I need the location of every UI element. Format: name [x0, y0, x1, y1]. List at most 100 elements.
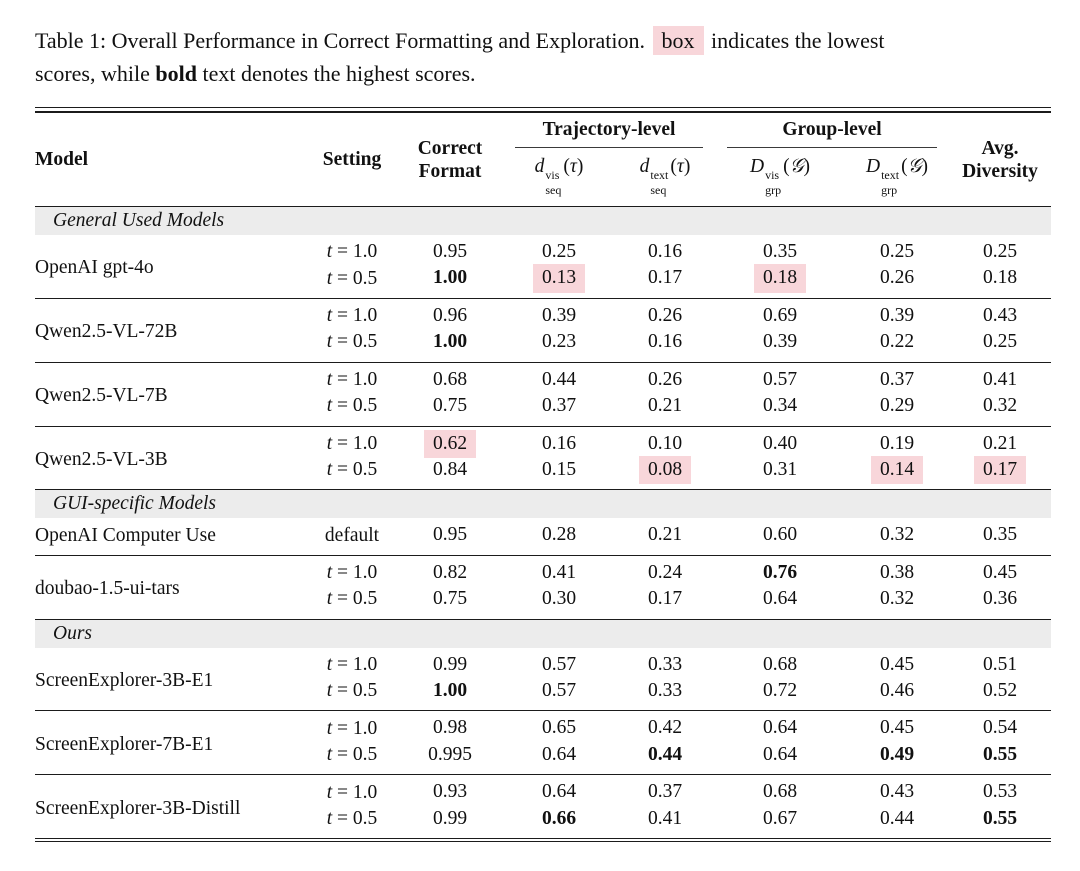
metric-value: 0.54: [982, 717, 1018, 739]
metric-value-cell: 0.25: [503, 235, 615, 265]
metric-value: 0.75: [432, 395, 468, 417]
metric-value: 0.17: [647, 267, 683, 289]
metric-value-cell: 0.68: [715, 648, 845, 678]
table-row: t = 0.5 0.75 0.30 0.17 0.64 0.32 0.36: [35, 586, 1051, 619]
table-row: t = 0.5 1.00 0.13 0.17 0.18 0.26 0.18: [35, 264, 1051, 298]
metric-value-cell: 0.17: [615, 265, 715, 298]
table-row: t = 0.5 1.00 0.23 0.16 0.39 0.22 0.25: [35, 329, 1051, 362]
setting-cell: t = 1.0: [326, 432, 378, 454]
caption-line-2: scores, while bold text denotes the high…: [35, 57, 1051, 90]
metric-value-cell: 0.40: [715, 426, 845, 457]
metric-value: 0.25: [982, 331, 1018, 353]
group-level-label: Group-level: [782, 119, 882, 140]
metric-value: 0.16: [541, 432, 577, 454]
metric-value: 0.45: [879, 717, 915, 739]
col-group-group-level: Group-level: [715, 113, 949, 148]
metric-value-cell: 0.25: [949, 235, 1051, 265]
metric-value-cell: 0.44: [615, 742, 715, 775]
setting-cell: t = 0.5: [326, 331, 378, 353]
caption-text: scores, while: [35, 61, 150, 86]
metric-value-cell: 0.39: [715, 329, 845, 362]
metric-value: 0.16: [647, 331, 683, 353]
metric-value: 0.99: [432, 807, 468, 829]
metric-value: 0.45: [982, 561, 1018, 583]
lowest-score-box: 0.62: [423, 429, 477, 458]
metric-value-cell: 0.41: [949, 362, 1051, 393]
metric-value: 0.35: [982, 524, 1018, 546]
metric-value: 0.68: [432, 368, 468, 390]
metric-value-cell: 0.24: [615, 555, 715, 586]
setting-cell: t = 1.0: [326, 562, 378, 583]
metric-value-cell: 0.32: [845, 586, 949, 619]
metric-value-cell: 0.41: [503, 555, 615, 586]
section-band-row: GUI-specific Models: [35, 489, 1051, 519]
metric-value-cell: 0.15: [503, 457, 615, 490]
metric-value: 0.28: [541, 524, 577, 546]
highest-score-value: 0.44: [647, 743, 683, 765]
metric-value: 0.21: [647, 524, 683, 546]
metric-value-cell: 0.67: [715, 806, 845, 838]
caption-text: text denotes the highest scores.: [202, 61, 476, 86]
setting-variable: t: [326, 807, 333, 829]
model-name-cell: ScreenExplorer-3B-Distill: [35, 797, 241, 819]
table-body: General Used Models OpenAI gpt-4o t = 1.0 0…: [35, 206, 1051, 839]
metric-value: 0.15: [541, 458, 577, 480]
col-header-dseq-text: d text seq (τ): [639, 155, 691, 197]
table-caption: Table 1: Overall Performance in Correct …: [35, 24, 1051, 90]
metric-value: 0.37: [879, 368, 915, 390]
metric-value-cell: 0.23: [503, 329, 615, 362]
metric-value: 0.26: [647, 368, 683, 390]
setting-variable: t: [326, 653, 333, 675]
lowest-score-box: 0.08: [638, 455, 692, 485]
metric-value-cell: 0.69: [715, 298, 845, 329]
metric-value-cell: 0.45: [845, 648, 949, 678]
metric-value: 0.93: [432, 781, 468, 803]
metric-value: 0.25: [541, 241, 577, 262]
metric-value-cell: 0.14: [845, 455, 949, 490]
metric-value: 0.39: [541, 304, 577, 326]
trajectory-level-underline: Trajectory-level: [515, 119, 703, 148]
metric-value-cell: 0.21: [615, 393, 715, 426]
highest-score-value: 1.00: [432, 267, 468, 289]
metric-value: 0.31: [762, 458, 798, 480]
metric-value: 0.43: [879, 781, 915, 803]
metric-value: 0.35: [762, 241, 798, 262]
metric-value-cell: 0.64: [715, 586, 845, 619]
setting-cell: t = 0.5: [326, 395, 378, 417]
metric-value-cell: 0.25: [949, 329, 1051, 362]
setting-cell: t = 0.5: [326, 588, 378, 610]
performance-table: Model Setting Correct Format Trajectory-…: [35, 113, 1051, 838]
table-header: Model Setting Correct Format Trajectory-…: [35, 113, 1051, 207]
metric-value-cell: 0.76: [715, 555, 845, 586]
metric-value: 0.29: [879, 395, 915, 417]
lowest-score-box: 0.17: [973, 455, 1027, 485]
metric-value-cell: 0.54: [949, 711, 1051, 742]
metric-value-cell: 0.42: [615, 711, 715, 742]
lowest-score-box: 0.13: [532, 264, 586, 293]
metric-value-cell: 0.68: [715, 775, 845, 806]
metric-value: 0.64: [762, 588, 798, 610]
setting-cell: t = 0.5: [326, 680, 378, 702]
metric-value: 0.51: [982, 653, 1018, 675]
metric-value-cell: 0.33: [615, 678, 715, 711]
highest-score-value: 0.66: [541, 807, 577, 829]
metric-value: 0.52: [982, 680, 1018, 702]
metric-value: 0.17: [647, 588, 683, 610]
group-level-underline: Group-level: [727, 119, 937, 148]
metric-value-cell: 0.66: [503, 806, 615, 838]
section-label: GUI-specific Models: [35, 489, 1051, 519]
metric-value-cell: 0.62: [397, 426, 503, 458]
setting-cell: t = 1.0: [326, 781, 378, 803]
setting-cell: t = 1.0: [326, 305, 378, 327]
metric-value-cell: 0.26: [615, 362, 715, 393]
metric-value-cell: 0.44: [845, 806, 949, 838]
metric-value: 0.10: [647, 432, 683, 454]
metric-value: 0.68: [762, 781, 798, 803]
col-header-correct-format: Correct Format: [397, 113, 503, 207]
metric-value: 0.42: [647, 717, 683, 739]
metric-value: 0.33: [647, 653, 683, 675]
setting-variable: t: [326, 305, 333, 327]
model-name-cell: ScreenExplorer-3B-E1: [35, 670, 214, 692]
